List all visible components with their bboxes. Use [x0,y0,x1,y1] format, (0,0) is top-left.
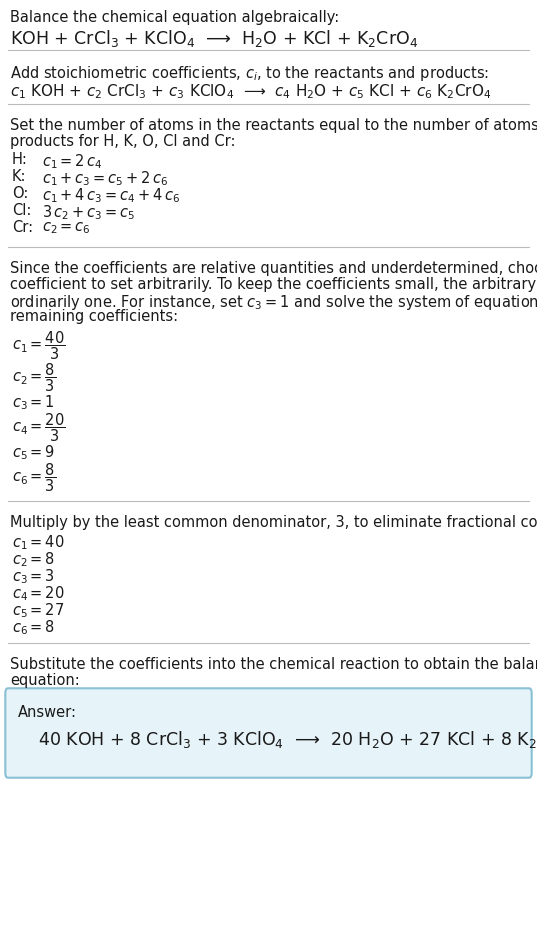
Text: products for H, K, O, Cl and Cr:: products for H, K, O, Cl and Cr: [10,134,236,149]
Text: $c_5 = 9$: $c_5 = 9$ [12,443,55,462]
Text: Balance the chemical equation algebraically:: Balance the chemical equation algebraica… [10,10,339,25]
Text: Set the number of atoms in the reactants equal to the number of atoms in the: Set the number of atoms in the reactants… [10,118,537,133]
Text: $c_2 = c_6$: $c_2 = c_6$ [42,220,91,236]
Text: KOH + CrCl$_3$ + KClO$_4$  ⟶  H$_2$O + KCl + K$_2$CrO$_4$: KOH + CrCl$_3$ + KClO$_4$ ⟶ H$_2$O + KCl… [10,28,418,49]
Text: Add stoichiometric coefficients, $c_i$, to the reactants and products:: Add stoichiometric coefficients, $c_i$, … [10,64,489,83]
Text: $c_4 = 20$: $c_4 = 20$ [12,584,64,603]
Text: $c_2 = $$\dfrac{8}{3}$: $c_2 = $$\dfrac{8}{3}$ [12,361,56,394]
Text: ordinarily one. For instance, set $c_3 = 1$ and solve the system of equations fo: ordinarily one. For instance, set $c_3 =… [10,293,537,312]
Text: O:: O: [12,186,28,201]
Text: H:: H: [12,152,28,167]
Text: Cl:: Cl: [12,203,31,218]
Text: 40 KOH + 8 CrCl$_3$ + 3 KClO$_4$  ⟶  20 H$_2$O + 27 KCl + 8 K$_2$CrO$_4$: 40 KOH + 8 CrCl$_3$ + 3 KClO$_4$ ⟶ 20 H$… [38,729,537,750]
Text: equation:: equation: [10,673,80,688]
Text: $c_3 = 3$: $c_3 = 3$ [12,567,55,586]
Text: $c_2 = 8$: $c_2 = 8$ [12,550,55,569]
Text: $c_1 + c_3 = c_5 + 2\,c_6$: $c_1 + c_3 = c_5 + 2\,c_6$ [42,169,169,187]
Text: $c_1 + 4\,c_3 = c_4 + 4\,c_6$: $c_1 + 4\,c_3 = c_4 + 4\,c_6$ [42,186,180,204]
Text: Multiply by the least common denominator, 3, to eliminate fractional coefficient: Multiply by the least common denominator… [10,515,537,530]
FancyBboxPatch shape [5,689,532,778]
Text: $c_1 = 40$: $c_1 = 40$ [12,533,64,552]
Text: $c_1$ KOH + $c_2$ CrCl$_3$ + $c_3$ KClO$_4$  ⟶  $c_4$ H$_2$O + $c_5$ KCl + $c_6$: $c_1$ KOH + $c_2$ CrCl$_3$ + $c_3$ KClO$… [10,82,491,101]
Text: Cr:: Cr: [12,220,33,235]
Text: $3\,c_2 + c_3 = c_5$: $3\,c_2 + c_3 = c_5$ [42,203,135,221]
Text: coefficient to set arbitrarily. To keep the coefficients small, the arbitrary va: coefficient to set arbitrarily. To keep … [10,277,537,292]
Text: $c_3 = 1$: $c_3 = 1$ [12,393,55,412]
Text: $c_1 = 2\,c_4$: $c_1 = 2\,c_4$ [42,152,103,171]
Text: $c_1 = $$\dfrac{40}{3}$: $c_1 = $$\dfrac{40}{3}$ [12,329,66,362]
Text: Answer:: Answer: [18,705,77,720]
Text: remaining coefficients:: remaining coefficients: [10,309,178,324]
Text: K:: K: [12,169,26,184]
Text: Substitute the coefficients into the chemical reaction to obtain the balanced: Substitute the coefficients into the che… [10,657,537,672]
Text: $c_5 = 27$: $c_5 = 27$ [12,601,64,620]
Text: $c_4 = $$\dfrac{20}{3}$: $c_4 = $$\dfrac{20}{3}$ [12,411,66,444]
Text: Since the coefficients are relative quantities and underdetermined, choose a: Since the coefficients are relative quan… [10,261,537,276]
Text: $c_6 = $$\dfrac{8}{3}$: $c_6 = $$\dfrac{8}{3}$ [12,461,56,494]
Text: $c_6 = 8$: $c_6 = 8$ [12,618,55,637]
